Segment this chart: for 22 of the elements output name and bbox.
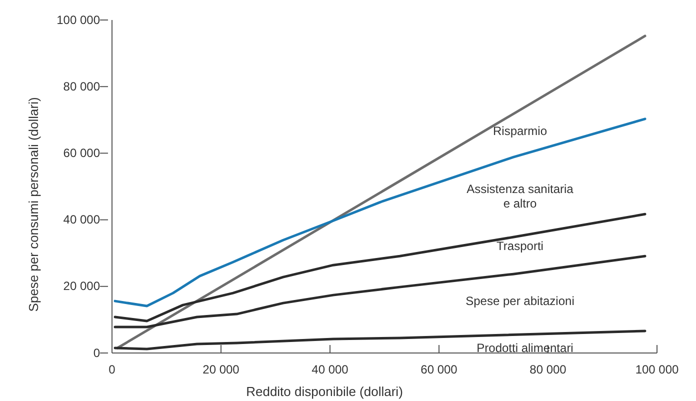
y-tick-label: 80 000 — [63, 79, 100, 94]
x-tick-label: 40 000 — [312, 362, 349, 377]
x-tick-label: 80 000 — [530, 362, 567, 377]
annotation: Risparmio — [492, 124, 548, 138]
y-tick-label: 20 000 — [63, 279, 100, 294]
y-tick-label: 40 000 — [63, 212, 100, 227]
annotation: Trasporti — [496, 239, 544, 253]
y-tick-label: 0 — [93, 346, 100, 360]
x-tick-label: 0 — [108, 362, 116, 377]
x-tick-label: 60 000 — [420, 362, 458, 377]
line-series — [114, 212, 646, 322]
y-tick-label: 60 000 — [63, 146, 100, 160]
line-series — [114, 330, 646, 350]
y-axis-title: Spese per consumi personali (dollari) — [26, 97, 41, 312]
line-series — [114, 118, 646, 308]
x-tick-label: 100 000 — [635, 362, 680, 377]
x-axis-title: Reddito disponibile (dollari) — [246, 384, 403, 399]
x-tick-label: 20 000 — [202, 362, 240, 377]
annotation: Spese per abitazioni — [466, 294, 574, 308]
line-series — [114, 254, 646, 328]
annotation: Assistenza sanitaria e altro — [466, 182, 574, 210]
y-tick-label: 100 000 — [56, 12, 100, 27]
